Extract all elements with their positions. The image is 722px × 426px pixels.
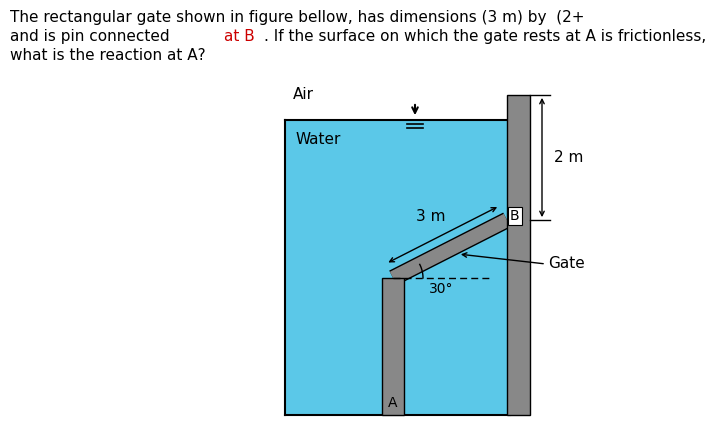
Text: Gate: Gate xyxy=(548,256,585,271)
Text: 2 m: 2 m xyxy=(554,150,583,165)
Bar xyxy=(507,95,530,415)
Text: 3 m: 3 m xyxy=(417,209,446,224)
Text: The rectangular gate shown in figure bellow, has dimensions (3 m) by  (2+: The rectangular gate shown in figure bel… xyxy=(10,10,585,25)
Text: what is the reaction at A?: what is the reaction at A? xyxy=(10,48,206,63)
Text: and is pin connected: and is pin connected xyxy=(10,29,175,44)
Bar xyxy=(285,120,510,415)
Text: . If the surface on which the gate rests at A is frictionless,: . If the surface on which the gate rests… xyxy=(264,29,706,44)
Text: at B: at B xyxy=(224,29,254,44)
Bar xyxy=(382,278,404,415)
Text: Air: Air xyxy=(293,87,314,102)
Text: A: A xyxy=(388,396,398,410)
Text: B: B xyxy=(510,209,520,223)
Text: 30°: 30° xyxy=(429,282,453,296)
Text: Water: Water xyxy=(295,132,340,147)
